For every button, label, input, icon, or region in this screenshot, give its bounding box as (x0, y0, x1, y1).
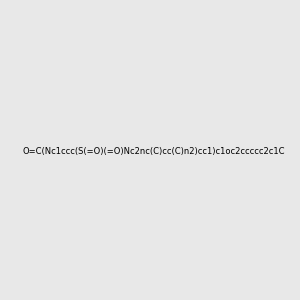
Text: O=C(Nc1ccc(S(=O)(=O)Nc2nc(C)cc(C)n2)cc1)c1oc2ccccc2c1C: O=C(Nc1ccc(S(=O)(=O)Nc2nc(C)cc(C)n2)cc1)… (22, 147, 285, 156)
